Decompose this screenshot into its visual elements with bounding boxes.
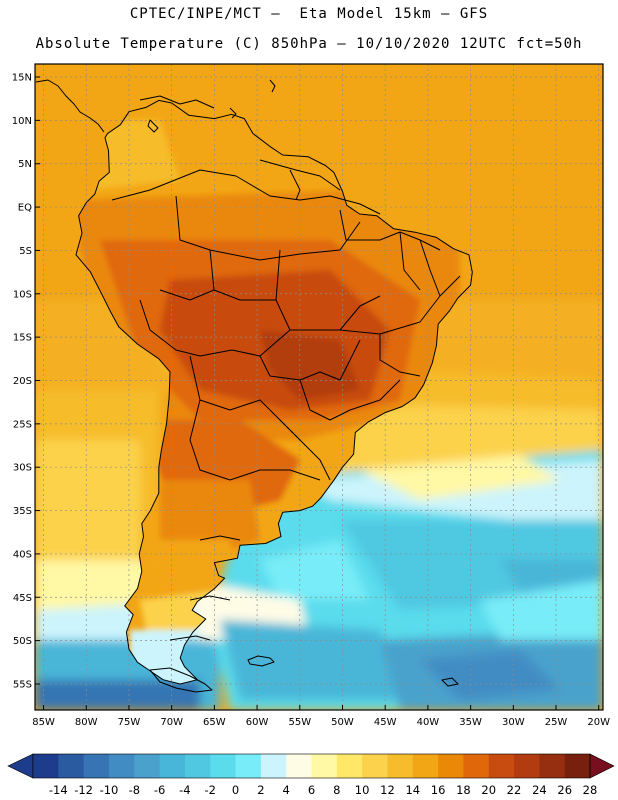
colorbar-swatch [210,754,236,778]
lat-tick-label: 40S [13,549,32,560]
lat-tick-label: 15N [12,73,32,84]
colorbar-swatch [564,754,591,778]
colorbar-swatch [33,754,59,778]
colorbar-swatch [438,754,464,778]
colorbar-swatch [362,754,388,778]
colorbar-swatch [412,754,439,778]
colorbar-swatch [260,754,287,778]
colorbar-label: -6 [154,783,165,797]
lon-tick-label: 60W [246,717,269,728]
lat-tick-label: EQ [18,203,32,214]
lat-tick-label: 45S [13,593,32,604]
colorbar-swatch [159,754,186,778]
lat-tick-label: 25S [13,419,32,430]
colorbar-swatch [539,754,566,778]
colorbar-label: 24 [532,783,547,797]
colorbar-label: 14 [405,783,420,797]
colorbar-swatch [311,754,338,778]
lon-tick-label: 55W [288,717,311,728]
map-frame [34,63,604,711]
colorbar-label: -4 [179,783,190,797]
colorbar-label: 20 [481,783,496,797]
colorbar-swatch [184,754,211,778]
colorbar-label: -8 [129,783,140,797]
lon-tick-label: 45W [374,717,397,728]
colorbar-swatch [58,754,85,778]
lat-tick-label: 5N [18,159,32,170]
temperature-field [35,64,603,710]
title-line-1: CPTEC/INPE/MCT – Eta Model 15km – GFS [129,6,489,22]
coastlines [35,79,473,693]
lon-tick-label: 40W [417,717,440,728]
colorbar-label: 8 [333,783,340,797]
colorbar-frame [32,753,591,779]
lat-tick-label: 15S [13,333,32,344]
lon-tick-label: 20W [587,717,610,728]
colorbar-swatch [488,754,515,778]
colorbar-swatch [108,754,135,778]
colorbar-swatch [514,754,540,778]
lat-tick-label: 20S [13,376,32,387]
lat-tick-label: 10S [13,289,32,300]
lat-tick-label: 10N [12,116,32,127]
colorbar-label: -12 [74,783,93,797]
colorbar: -14 -12 -10 -8 -6 -4 -2 0 2 4 6 8 10 12 14 16 18 20 22 24 26… [7,753,615,797]
lon-tick-label: 85W [32,717,55,728]
colorbar-label: 28 [583,783,598,797]
colorbar-label: 2 [257,783,264,797]
colorbar-label: 26 [557,783,572,797]
colorbar-label: -2 [204,783,215,797]
colorbar-label: -14 [49,783,68,797]
lon-tick-label: 80W [75,717,98,728]
lat-tick-label: 35S [13,506,32,517]
colorbar-label: 12 [380,783,395,797]
title-line-2: Absolute Temperature (C) 850hPa – 10/10/… [35,36,583,52]
colorbar-swatch [387,754,414,778]
lat-tick-label: 30S [13,463,32,474]
colorbar-over-arrow [589,753,615,779]
colorbar-label: 4 [283,783,290,797]
axis-ticks: 85W 80W 75W 70W 65W 60W 55W 50W 45W 40W 35W 30W 25W 2… [12,73,610,728]
lon-tick-label: 25W [545,717,568,728]
colorbar-label: 18 [456,783,471,797]
lat-tick-label: 5S [19,246,32,257]
lon-tick-label: 35W [459,717,482,728]
colorbar-swatch [286,754,312,778]
colorbar-swatch [83,754,110,778]
lat-tick-label: 50S [13,636,32,647]
colorbar-label: 16 [431,783,446,797]
colorbar-label: 6 [308,783,315,797]
lat-tick-label: 55S [13,679,32,690]
colorbar-label: 10 [355,783,370,797]
colorbar-label: 22 [507,783,522,797]
lon-tick-label: 75W [118,717,141,728]
lon-tick-label: 65W [203,717,226,728]
colorbar-label: -10 [100,783,119,797]
lon-tick-label: 70W [160,717,183,728]
colorbar-swatch [235,754,262,778]
colorbar-swatch [336,754,363,778]
colorbar-under-arrow [7,753,34,779]
colorbar-label: 0 [232,783,239,797]
lon-tick-label: 50W [331,717,354,728]
lon-tick-label: 30W [502,717,525,728]
colorbar-swatch [463,754,490,778]
colorbar-swatch [134,754,160,778]
